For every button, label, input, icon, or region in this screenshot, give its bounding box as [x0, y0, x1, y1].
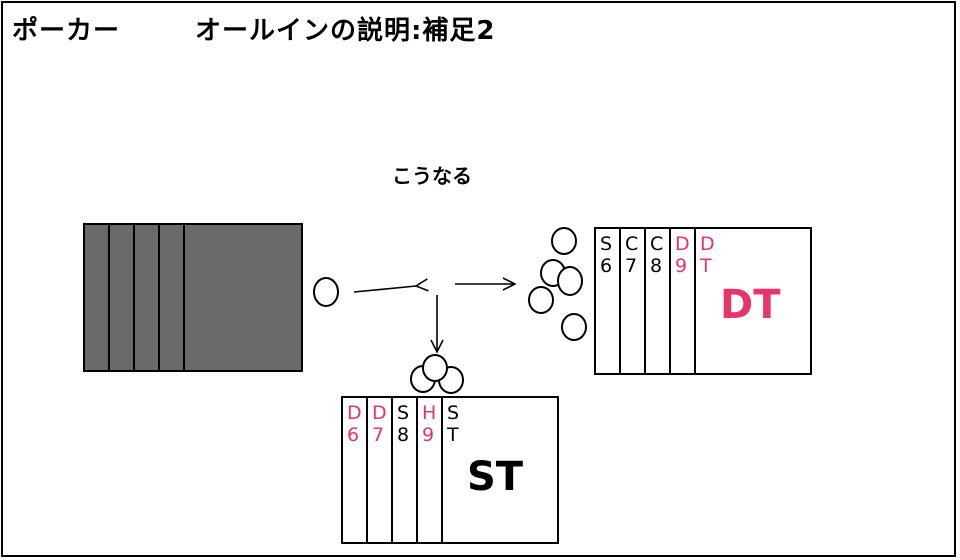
card-rank: 7 [372, 424, 384, 446]
card-suit: S [397, 402, 409, 424]
player-hand-outline [341, 396, 559, 544]
card-suit: S [600, 233, 612, 255]
dealer-chips [528, 227, 587, 341]
dealer-hand-label: DT [720, 282, 781, 328]
card-rank: T [699, 255, 712, 277]
chip-icon [557, 266, 583, 296]
card-suit: D [675, 233, 690, 255]
card-rank: 8 [650, 255, 662, 277]
slide-title: オールインの説明:補足2 [195, 16, 496, 46]
player-hand-label: ST [467, 454, 524, 500]
deck-card-back [83, 223, 303, 372]
chip-icon [528, 286, 554, 314]
card-rank: 9 [422, 424, 434, 446]
face-down-deck [83, 223, 303, 372]
chip-icon [561, 313, 587, 341]
chip-icon [551, 227, 577, 255]
card-rank: 6 [600, 255, 612, 277]
card-rank: 7 [625, 255, 637, 277]
chip-icon [422, 354, 448, 382]
card-suit: D [347, 402, 362, 424]
chip-icon [313, 277, 339, 307]
game-title: ポーカー [12, 16, 121, 46]
card-rank: 8 [397, 424, 409, 446]
card-rank: 9 [675, 255, 687, 277]
card-suit: H [422, 402, 436, 424]
card-suit: C [625, 233, 638, 255]
dealer-hand-outline [594, 227, 812, 375]
card-rank: T [446, 424, 459, 446]
card-suit: C [650, 233, 663, 255]
card-suit: D [372, 402, 387, 424]
card-suit: S [447, 402, 459, 424]
result-caption: こうなる [392, 164, 472, 188]
player-chips [410, 354, 464, 394]
card-suit: D [700, 233, 715, 255]
card-rank: 6 [347, 424, 359, 446]
arrow-to-deck [353, 286, 416, 293]
